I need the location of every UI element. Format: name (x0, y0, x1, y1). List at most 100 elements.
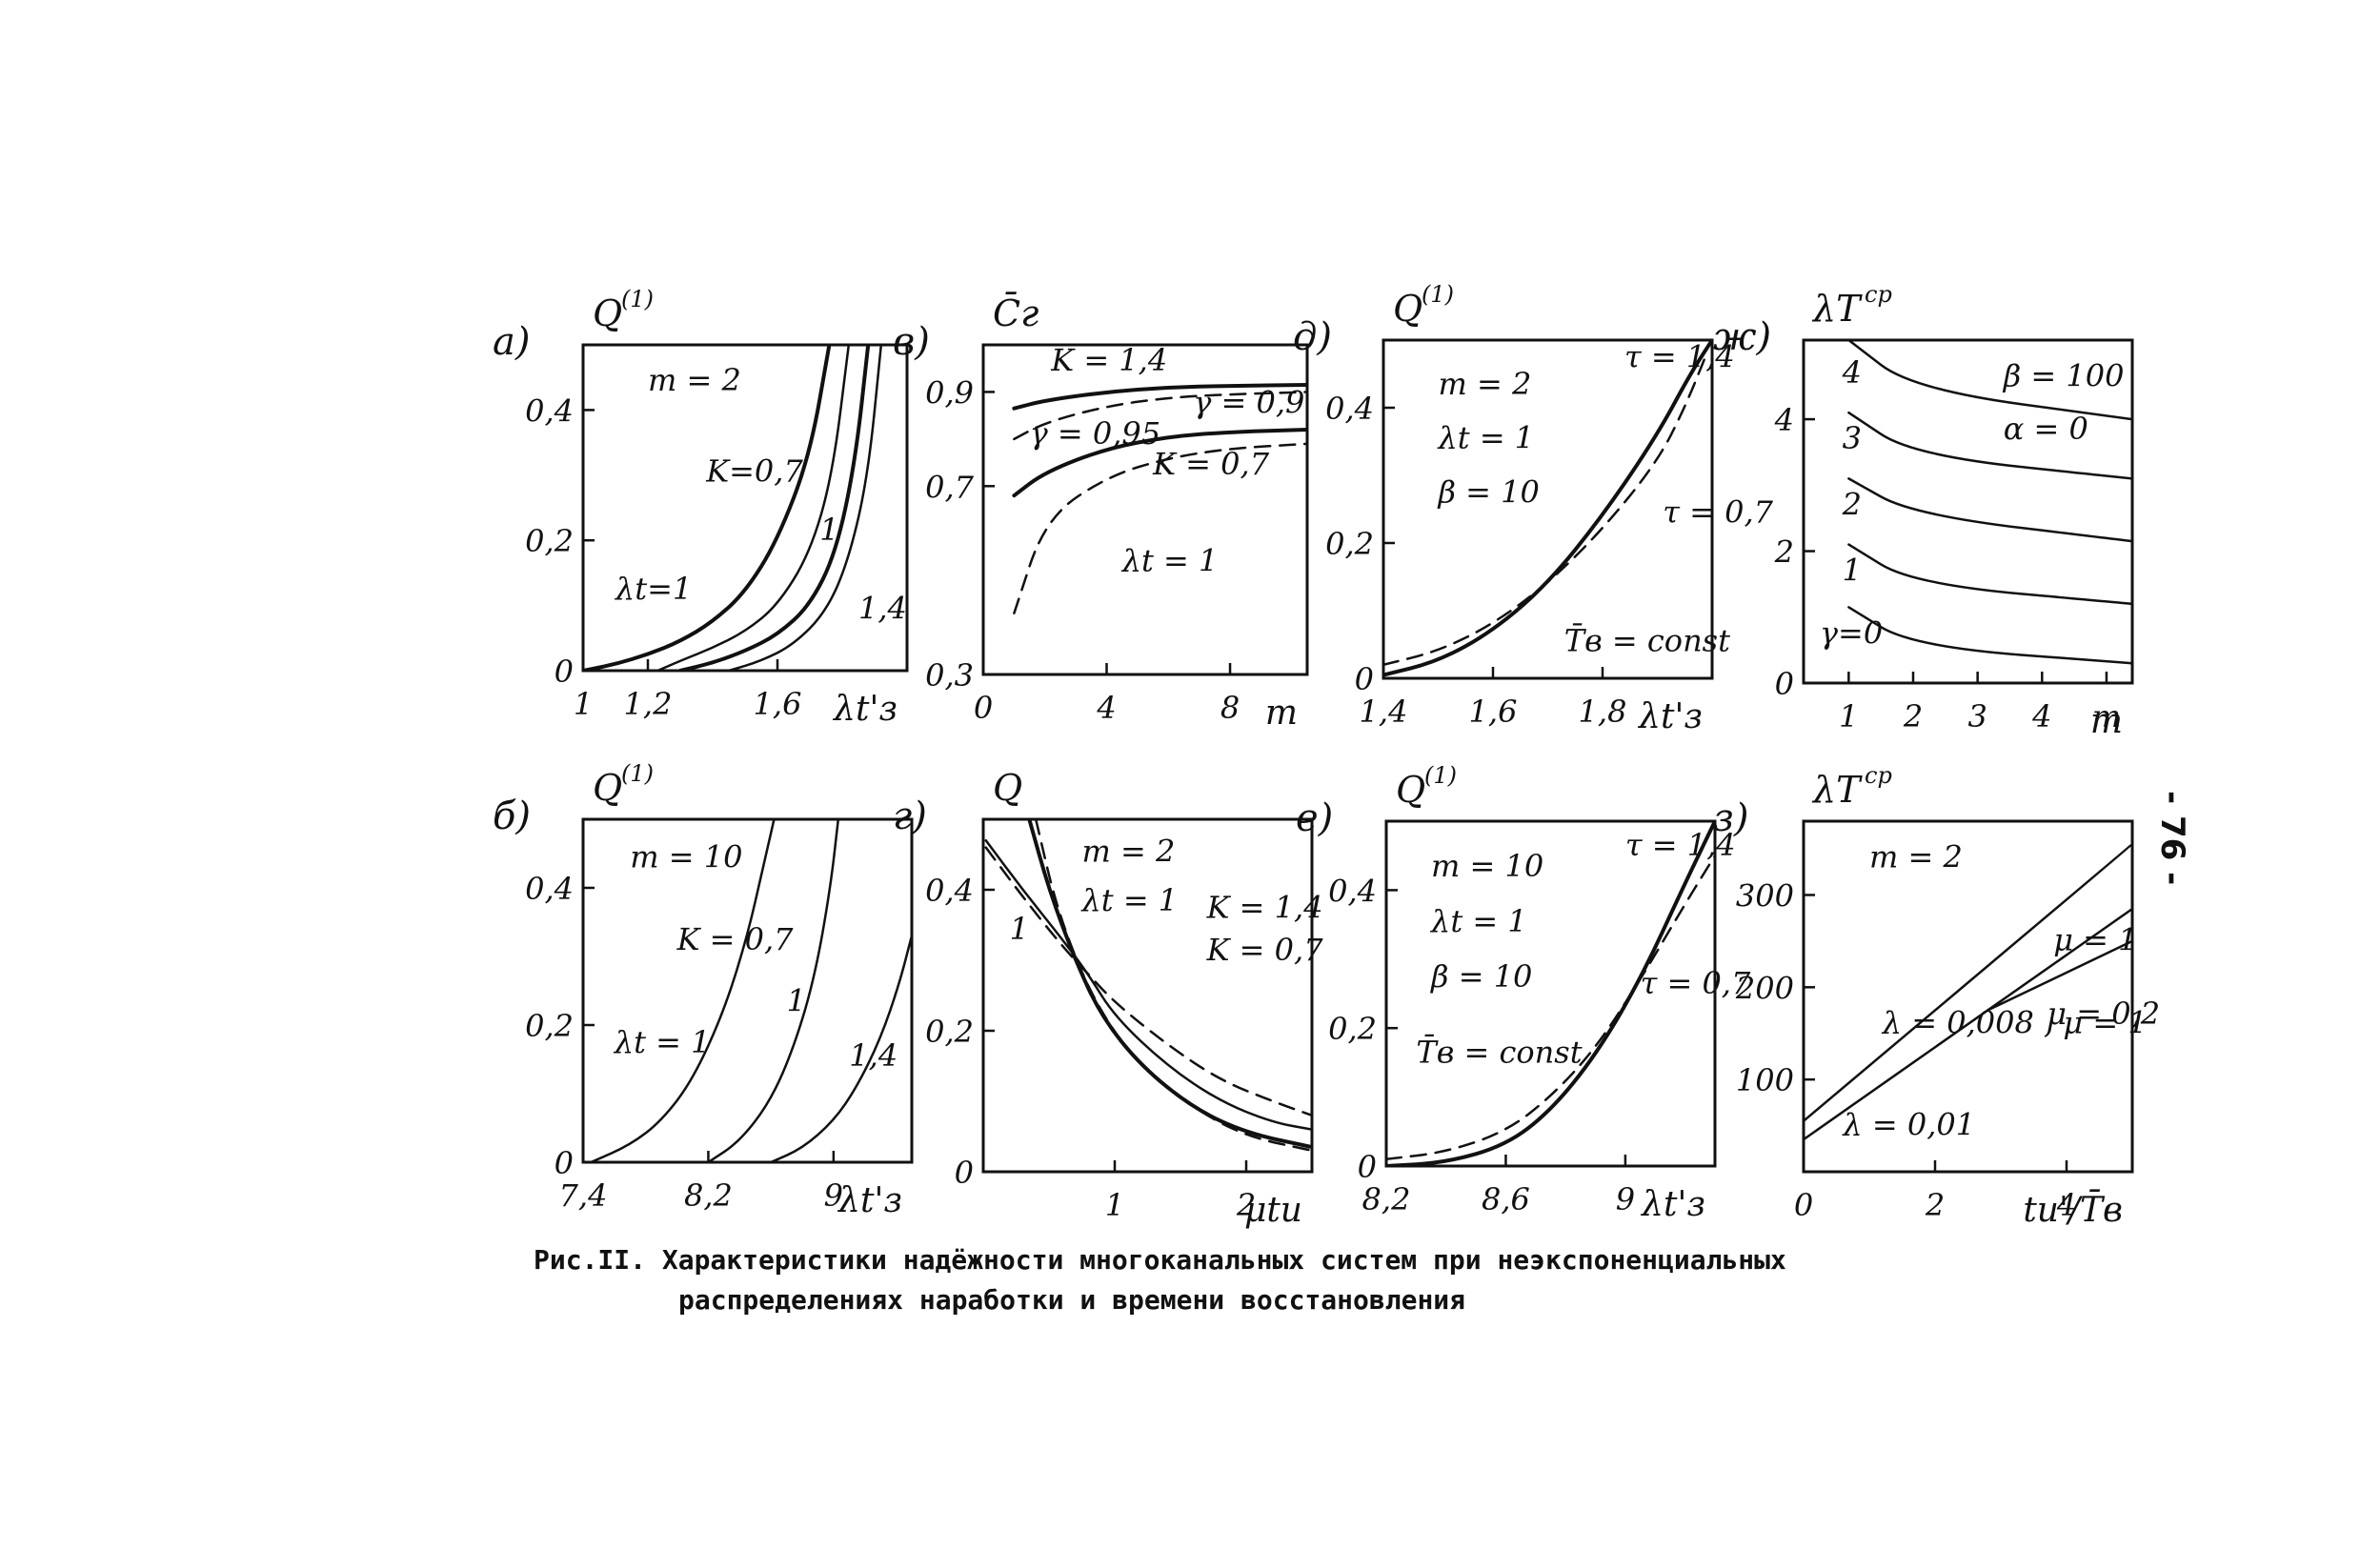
annotation-label: μ = 1 (2053, 922, 2137, 958)
annotation-label: γ = 0,95 (1030, 415, 1161, 452)
y-tick-label: 0,9 (925, 374, 974, 411)
annotation-label: m = 2 (1869, 838, 1963, 875)
annotation-label: T̄в = const (1416, 1034, 1582, 1070)
y-axis-label: λT (1811, 288, 1863, 330)
series-line-2 (1847, 411, 2132, 480)
plot-frame (1382, 338, 1714, 680)
x-tick-label: m (2092, 698, 2121, 734)
annotation-label: K = 0,7 (676, 921, 795, 957)
x-tick-label: 1,6 (1469, 694, 1518, 730)
series-line-5 (1847, 606, 2132, 665)
annotation-label: τ = 0,7 (1641, 965, 1751, 1001)
annotation-label: 4 (1842, 354, 1862, 391)
y-axis-label: λT (1811, 769, 1863, 811)
x-tick-label: 8,6 (1482, 1181, 1530, 1217)
y-tick-label: 0 (555, 1145, 574, 1181)
y-tick-label: 0,3 (925, 657, 974, 694)
annotation-label: K = 1,4 (1206, 890, 1323, 926)
x-axis-label: m (1265, 694, 1298, 733)
plot-frame (1384, 819, 1717, 1168)
x-tick-label: 0 (1794, 1187, 1813, 1223)
series-line-1 (1847, 340, 2132, 421)
series-line-1 (1383, 340, 1712, 677)
page-number: - 76 - (2153, 791, 2191, 886)
chart-panel-b: б) Q(1) λt'з 7,4 8,2 9 0 0,2 0,4 m = 10 K = 0,7 1 1,… (493, 760, 914, 1220)
annotation-label: β = 10 (1438, 473, 1540, 510)
x-axis-label: λt'з (837, 1181, 902, 1220)
annotation-label: K = 0,7 (1152, 446, 1270, 482)
series-line-2 (1013, 391, 1307, 441)
plot-frame (581, 817, 914, 1164)
annotation-label: τ = 0,7 (1663, 494, 1773, 531)
annotation-label: K = 0,7 (1206, 932, 1324, 968)
x-tick-label: 3 (1967, 698, 1987, 734)
annotation-label: 2 (1842, 486, 1862, 522)
series-line-2 (656, 345, 851, 671)
x-tick-label: 8 (1220, 690, 1240, 726)
y-axis-label-sup: ср (1865, 281, 1892, 308)
y-tick-label: 0 (1355, 661, 1374, 697)
annotation-label: γ=0 (1820, 614, 1883, 651)
y-axis-label: C̄г (993, 292, 1039, 334)
panel-label: з) (1713, 796, 1748, 840)
chart-panel-zh: ж) λT ср m 1 2 3 4 m 0 2 4 β = 100 α = 0 4 3 2 1 γ=0 (1713, 281, 2134, 741)
plot-frame (981, 343, 1309, 676)
y-tick-label: 0,4 (1328, 873, 1377, 909)
annotation-label: λt = 1 (1437, 420, 1535, 456)
annotation-label: K=0,7 (705, 453, 803, 490)
x-tick-label: 1 (574, 686, 593, 722)
annotation-label: T̄в = const (1564, 623, 1730, 659)
x-tick-label: 1,2 (624, 686, 673, 722)
annotation-label: τ = 1,4 (1625, 827, 1736, 863)
y-axis-label-sup: ср (1865, 762, 1892, 789)
annotation-label: β = 100 (2003, 357, 2125, 393)
series-line-2 (707, 819, 840, 1162)
x-tick-label: 9 (824, 1177, 843, 1214)
series-line-3 (769, 935, 912, 1162)
y-tick-label: 0,2 (525, 523, 574, 559)
x-tick-label: 1,6 (754, 686, 802, 722)
x-axis-label: tи'/T̄в (2023, 1189, 2123, 1230)
series-line-1 (1386, 821, 1715, 1166)
annotation-label: 1 (1843, 553, 1862, 589)
x-tick-label: 7,4 (559, 1177, 608, 1214)
series-line-3 (678, 345, 871, 671)
y-tick-label: 0,2 (525, 1008, 574, 1044)
panel-label: ж) (1713, 315, 1771, 359)
series-line-2 (1804, 907, 2132, 1141)
plot-frame (581, 343, 909, 673)
y-tick-label: 0,4 (525, 871, 574, 907)
annotation-label: λt = 1 (1120, 542, 1219, 578)
plot-frame (981, 817, 1314, 1174)
panel-label: д) (1293, 315, 1332, 359)
y-tick-label: 0,7 (925, 469, 975, 505)
annotation-label: α = 0 (2004, 411, 2088, 447)
y-tick-label: 300 (1736, 877, 1794, 914)
series-line-3 (1847, 477, 2132, 543)
y-axis-label: Q (993, 767, 1022, 809)
series-line-1 (583, 345, 832, 671)
y-tick-label: 2 (1774, 534, 1794, 571)
annotation-label: λt = 1 (613, 1024, 711, 1060)
x-tick-label: 1 (1839, 698, 1858, 734)
panel-label: е) (1296, 796, 1333, 840)
x-tick-label: 4 (1096, 690, 1116, 726)
series-line-1 (984, 838, 1312, 1131)
y-axis-label: Q (593, 767, 622, 809)
y-tick-label: 0,4 (525, 392, 574, 429)
y-tick-label: 0 (1775, 666, 1794, 702)
y-tick-label: 0,2 (1328, 1011, 1377, 1047)
annotation-label: λ = 0,01 (1841, 1106, 1975, 1142)
annotation-label: 1,4 (858, 590, 907, 626)
chart-panel-v: в) C̄г m 0 4 8 0,3 0,7 0,9 K = 1,4 γ = 0,9 γ = 0,95… (893, 292, 1309, 733)
x-axis-label: λt'з (1640, 1185, 1705, 1224)
caption-line-1: Рис.II. Характеристики надёжности многок… (534, 1244, 1786, 1276)
x-tick-label: 9 (1616, 1181, 1635, 1217)
x-axis-label: μtи (1244, 1191, 1302, 1230)
y-tick-label: 0,2 (925, 1014, 974, 1050)
annotation-label: λ = 0,008 , μ = 1 (1881, 1005, 2148, 1041)
annotation-label: γ = 0,9 (1193, 385, 1304, 421)
plot-frame (1802, 819, 2134, 1174)
y-axis-label: Q (1393, 288, 1422, 330)
